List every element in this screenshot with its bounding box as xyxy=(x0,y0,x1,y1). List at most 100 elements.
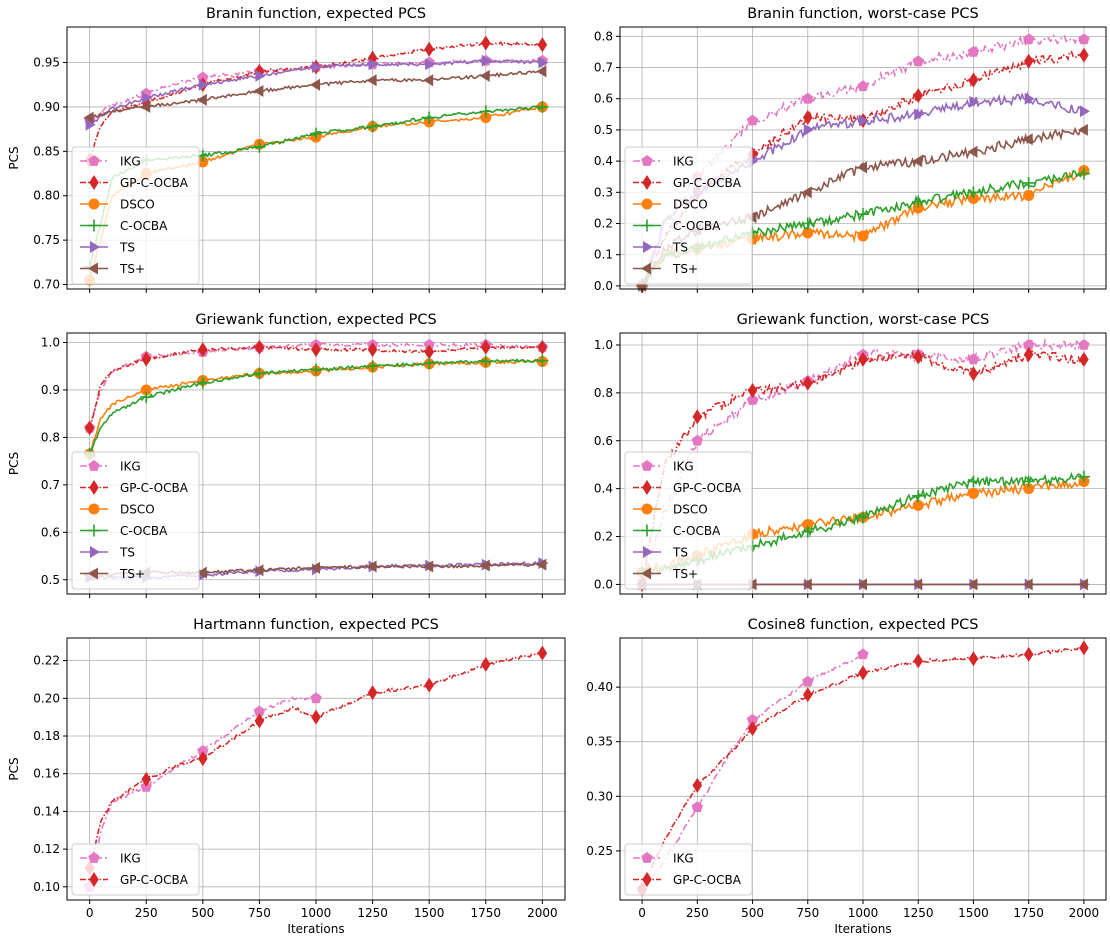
data-point-marker xyxy=(255,69,266,82)
series-tsplus xyxy=(83,65,547,124)
y-tick-label: 0.5 xyxy=(41,573,60,587)
legend-marker xyxy=(88,852,100,863)
subplot-title: Branin function, worst-case PCS xyxy=(747,6,978,22)
data-point-marker xyxy=(538,56,549,69)
legend-item-c-ocba: C-OCBA xyxy=(80,524,168,538)
data-point-marker xyxy=(1023,483,1035,495)
data-point-marker xyxy=(1079,105,1090,118)
y-tick-label: 0.4 xyxy=(594,482,613,496)
data-point-marker xyxy=(967,475,980,488)
data-point-marker xyxy=(311,709,321,725)
legend-item-ikg: IKG xyxy=(80,852,141,866)
data-point-marker xyxy=(141,351,152,367)
legend-item-tsplus: TS+ xyxy=(633,567,698,581)
legend-marker xyxy=(641,219,653,232)
legend-marker xyxy=(88,262,98,275)
x-tick-label: 500 xyxy=(191,906,214,920)
data-point-marker xyxy=(479,559,490,572)
y-tick-label: 0.3 xyxy=(594,185,613,199)
legend-item-ts: TS xyxy=(633,546,688,560)
legend-label: TS xyxy=(119,546,135,560)
data-point-marker xyxy=(857,578,867,591)
data-point-marker xyxy=(253,84,264,97)
y-tick-label: 0.2 xyxy=(594,530,613,544)
legend: IKG GP-C-OCBA xyxy=(624,843,753,896)
x-tick-label: 2000 xyxy=(1069,906,1100,920)
y-axis-label: PCS xyxy=(7,757,21,780)
data-point-marker xyxy=(858,351,868,367)
y-tick-label: 0.8 xyxy=(594,29,613,43)
series-line-ikg xyxy=(88,695,317,888)
series-ts xyxy=(85,54,549,131)
data-point-marker xyxy=(802,519,814,531)
data-point-marker xyxy=(747,721,758,737)
data-point-marker xyxy=(1024,92,1035,105)
data-point-marker xyxy=(198,751,208,767)
legend-marker xyxy=(88,198,100,210)
y-tick-label: 0.90 xyxy=(33,100,60,114)
data-point-marker xyxy=(968,72,979,88)
data-point-marker xyxy=(536,558,547,571)
legend-item-c-ocba: C-OCBA xyxy=(633,219,721,233)
data-point-marker xyxy=(1077,578,1088,591)
legend-marker xyxy=(641,262,651,275)
data-point-marker xyxy=(140,384,152,396)
y-tick-label: 0.75 xyxy=(33,233,60,247)
data-point-marker xyxy=(801,525,814,538)
data-point-marker xyxy=(424,344,434,360)
data-point-marker xyxy=(537,37,548,53)
subplot-title: Griewank function, worst-case PCS xyxy=(737,312,990,328)
data-point-marker xyxy=(969,95,980,108)
y-tick-label: 1.0 xyxy=(41,335,60,349)
data-point-marker xyxy=(1077,470,1090,483)
data-point-marker xyxy=(692,777,703,793)
data-point-marker xyxy=(423,111,436,124)
legend-marker xyxy=(89,480,99,495)
y-tick-label: 0.10 xyxy=(33,880,60,894)
x-tick-label: 750 xyxy=(796,906,819,920)
data-point-marker xyxy=(424,677,434,693)
data-point-marker xyxy=(692,409,703,425)
data-point-marker xyxy=(912,489,925,502)
data-point-marker xyxy=(859,114,869,127)
data-point-marker xyxy=(310,561,320,574)
subplot-title: Branin function, expected PCS xyxy=(206,6,426,22)
data-point-marker xyxy=(481,54,492,67)
legend-item-dsco: DSCO xyxy=(633,198,708,212)
data-point-marker xyxy=(1078,339,1090,350)
subplot-title: Griewank function, expected PCS xyxy=(195,312,436,328)
legend-box xyxy=(624,843,753,896)
legend-item-dsco: DSCO xyxy=(80,503,155,517)
legend-label: GP-C-OCBA xyxy=(673,481,742,495)
data-point-marker xyxy=(140,391,153,404)
data-point-marker xyxy=(253,705,266,717)
legend-item-gp-c-ocba: GP-C-OCBA xyxy=(80,872,189,887)
data-point-marker xyxy=(967,145,978,158)
y-tick-label: 0.20 xyxy=(33,691,60,705)
data-point-marker xyxy=(913,349,924,365)
x-axis-label: Iterations xyxy=(834,922,891,936)
legend-item-ikg: IKG xyxy=(80,460,141,474)
data-point-marker xyxy=(366,120,379,133)
legend-label: DSCO xyxy=(120,198,155,212)
data-point-marker xyxy=(310,363,322,376)
legend-marker xyxy=(642,480,652,495)
data-point-marker xyxy=(967,487,979,499)
legend-item-c-ocba: C-OCBA xyxy=(80,219,168,233)
legend-marker xyxy=(641,460,653,471)
data-point-marker xyxy=(968,366,979,382)
data-point-marker xyxy=(967,46,980,57)
legend-item-gp-c-ocba: GP-C-OCBA xyxy=(80,480,189,495)
y-tick-label: 1.0 xyxy=(594,338,613,352)
legend-marker xyxy=(641,503,653,515)
data-point-marker xyxy=(1023,646,1034,662)
legend-marker xyxy=(642,872,652,887)
legend-marker xyxy=(88,155,100,166)
legend-label: TS+ xyxy=(672,262,698,276)
data-point-marker xyxy=(1023,339,1035,350)
x-axis-label: Iterations xyxy=(287,922,344,936)
legend: IKG GP-C-OCBA xyxy=(71,843,200,896)
data-point-marker xyxy=(367,342,378,358)
data-point-marker xyxy=(747,382,758,398)
data-point-marker xyxy=(310,692,322,704)
